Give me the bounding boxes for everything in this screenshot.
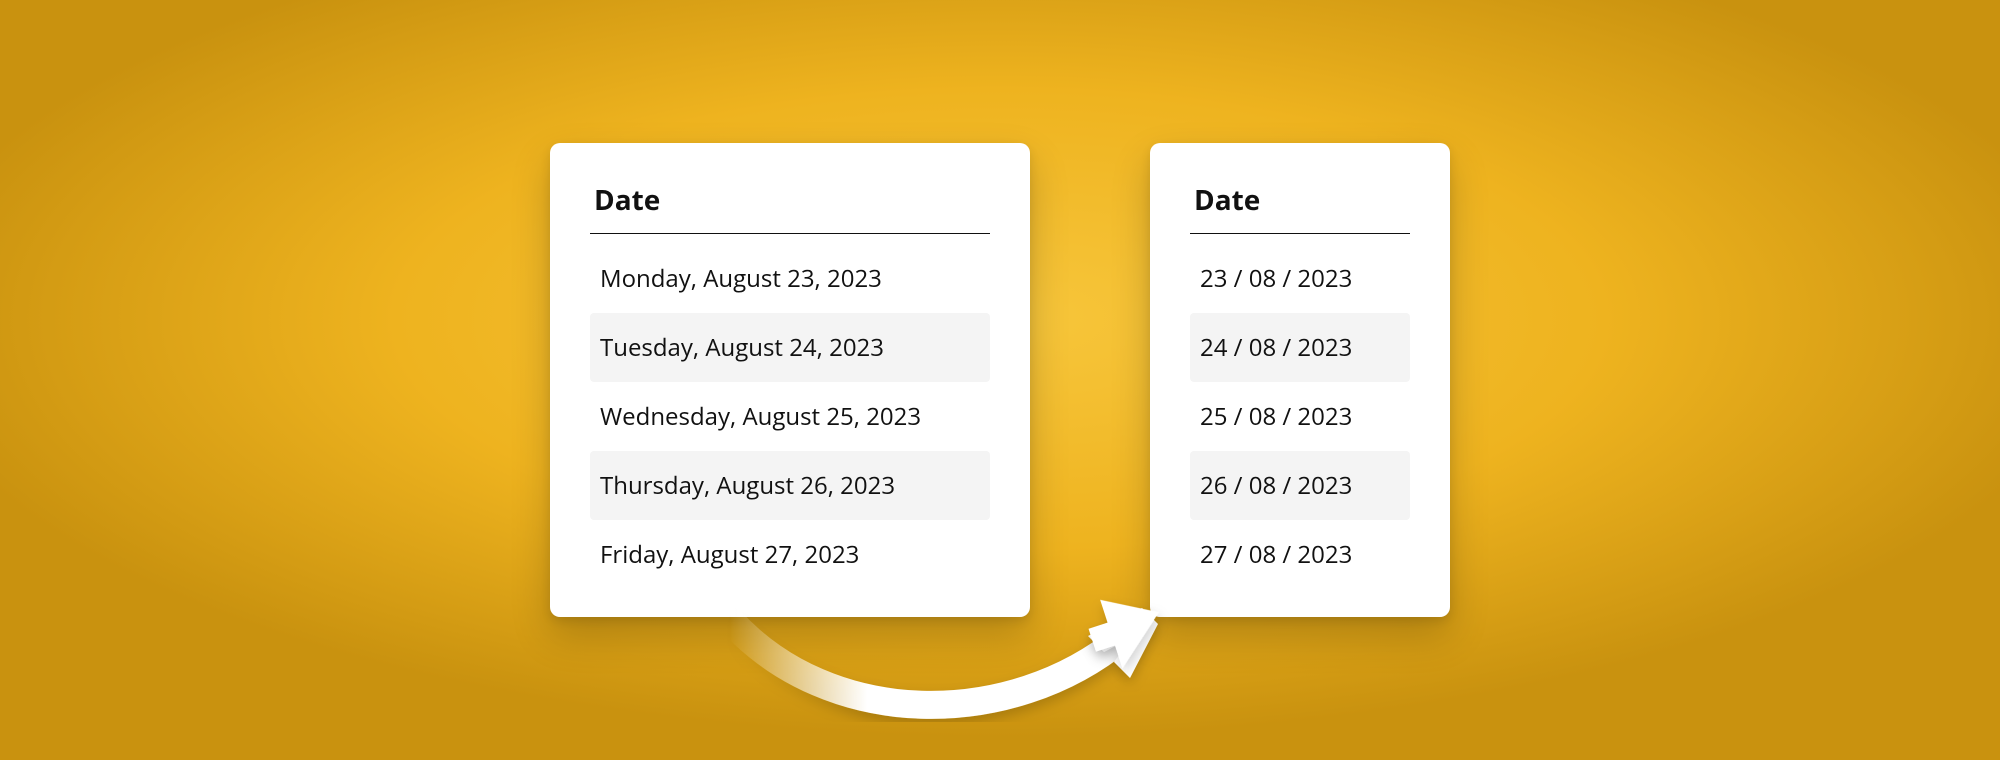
card-header: Date bbox=[590, 181, 990, 234]
table-row: Monday, August 23, 2023 bbox=[590, 244, 990, 313]
table-row: Friday, August 27, 2023 bbox=[590, 520, 990, 589]
card-short-format: Date 23 / 08 / 2023 24 / 08 / 2023 25 / … bbox=[1150, 143, 1450, 617]
card-long-format: Date Monday, August 23, 2023 Tuesday, Au… bbox=[550, 143, 1030, 617]
stage: Date Monday, August 23, 2023 Tuesday, Au… bbox=[0, 0, 2000, 760]
table-row: Thursday, August 26, 2023 bbox=[590, 451, 990, 520]
table-row: 27 / 08 / 2023 bbox=[1190, 520, 1410, 589]
card-header: Date bbox=[1190, 181, 1410, 234]
content-row: Date Monday, August 23, 2023 Tuesday, Au… bbox=[550, 143, 1450, 617]
table-row: 23 / 08 / 2023 bbox=[1190, 244, 1410, 313]
table-row: Wednesday, August 25, 2023 bbox=[590, 382, 990, 451]
table-row: 26 / 08 / 2023 bbox=[1190, 451, 1410, 520]
table-row: 25 / 08 / 2023 bbox=[1190, 382, 1410, 451]
table-row: Tuesday, August 24, 2023 bbox=[590, 313, 990, 382]
table-row: 24 / 08 / 2023 bbox=[1190, 313, 1410, 382]
